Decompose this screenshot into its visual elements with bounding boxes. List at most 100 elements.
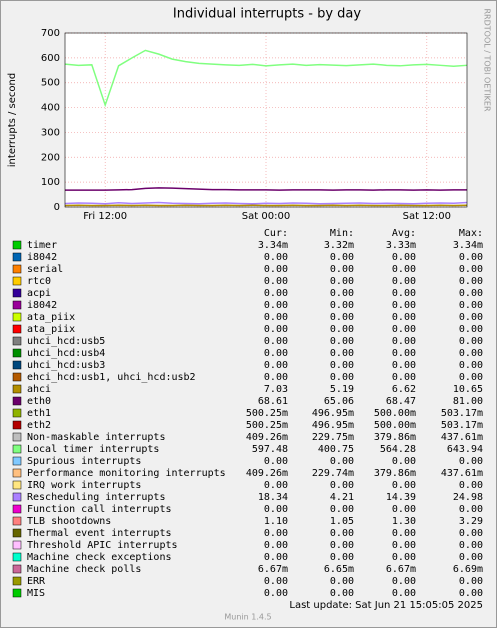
legend-value: 564.28	[380, 444, 416, 455]
legend-value: 6.62	[392, 384, 416, 395]
legend-value: 0.00	[392, 360, 416, 371]
legend-value: 3.32m	[324, 240, 354, 251]
legend-label: serial	[27, 264, 63, 275]
legend-value: 0.00	[330, 480, 354, 491]
legend-value: 0.00	[459, 480, 483, 491]
legend-label: uhci_hcd:usb4	[27, 348, 105, 359]
legend-value: 0.00	[459, 576, 483, 587]
legend-label: Machine check exceptions	[27, 552, 172, 563]
legend-value: 229.74m	[312, 468, 354, 479]
legend-value: 0.00	[392, 588, 416, 599]
legend-value: 0.00	[392, 312, 416, 323]
legend-value: 496.95m	[312, 408, 354, 419]
legend-value: 496.95m	[312, 420, 354, 431]
legend-value: 0.00	[459, 264, 483, 275]
legend-value: 0.00	[392, 552, 416, 563]
legend-value: 0.00	[330, 540, 354, 551]
legend-label: Non-maskable interrupts	[27, 432, 165, 443]
legend-value: 597.48	[252, 444, 288, 455]
legend-value: 0.00	[264, 300, 288, 311]
legend-label: Thermal event interrupts	[27, 528, 172, 539]
legend-value: 3.34m	[453, 240, 483, 251]
y-tick-label: 600	[41, 53, 60, 64]
legend-swatch	[12, 240, 22, 250]
legend-value: 1.30	[392, 516, 416, 527]
legend-label: uhci_hcd:usb3	[27, 360, 105, 371]
legend-swatch	[12, 324, 22, 334]
legend-value: 0.00	[330, 252, 354, 263]
legend-value: 1.05	[330, 516, 354, 527]
legend-value: 0.00	[392, 252, 416, 263]
chart-title: Individual interrupts - by day	[173, 7, 361, 22]
last-update: Last update: Sat Jun 21 15:05:05 2025	[289, 600, 483, 611]
legend-value: 18.34	[258, 492, 288, 503]
legend-value: 65.06	[324, 396, 354, 407]
legend-swatch	[12, 456, 22, 466]
legend-value: 0.00	[459, 300, 483, 311]
footer: Munin 1.4.5	[224, 613, 271, 622]
y-tick-label: 500	[41, 78, 60, 89]
series-line	[64, 49, 468, 108]
legend-value: 0.00	[392, 264, 416, 275]
legend-swatch	[12, 372, 22, 382]
legend-value: 0.00	[264, 540, 288, 551]
legend-value: 379.86m	[374, 432, 416, 443]
legend-value: 0.00	[392, 300, 416, 311]
y-tick-label: 0	[54, 202, 60, 213]
legend-label: timer	[27, 240, 57, 251]
legend-label: MIS	[27, 588, 45, 599]
legend-value: 0.00	[330, 264, 354, 275]
legend-value: 400.75	[318, 444, 354, 455]
legend-value: 0.00	[330, 312, 354, 323]
legend-value: 0.00	[459, 552, 483, 563]
legend-value: 0.00	[392, 504, 416, 515]
legend-label: Machine check polls	[27, 564, 141, 575]
legend-value: 0.00	[330, 528, 354, 539]
legend-value: 0.00	[392, 540, 416, 551]
y-tick-label: 200	[41, 152, 60, 163]
legend-value: 0.00	[392, 276, 416, 287]
legend-value: 379.86m	[374, 468, 416, 479]
legend-swatch	[12, 588, 22, 598]
legend-value: 0.00	[459, 372, 483, 383]
legend-label: eth0	[27, 396, 51, 407]
legend-label: Spurious interrupts	[27, 456, 141, 467]
legend-value: 0.00	[459, 312, 483, 323]
legend-value: 500.00m	[374, 420, 416, 431]
legend-value: 0.00	[330, 276, 354, 287]
legend-value: 0.00	[392, 288, 416, 299]
legend-value: 0.00	[264, 588, 288, 599]
legend-value: 0.00	[264, 252, 288, 263]
legend-label: Performance monitoring interrupts	[27, 468, 226, 479]
legend-label: ata_piix	[27, 324, 75, 335]
column-header: Max:	[459, 228, 483, 239]
legend-label: acpi	[27, 288, 51, 299]
legend-value: 7.03	[264, 384, 288, 395]
legend-label: ata_piix	[27, 312, 75, 323]
legend-value: 68.47	[386, 396, 416, 407]
legend-swatch	[12, 552, 22, 562]
legend-value: 6.65m	[324, 564, 354, 575]
legend-value: 0.00	[459, 288, 483, 299]
legend-label: eth2	[27, 420, 51, 431]
legend-swatch	[12, 432, 22, 442]
legend-value: 0.00	[330, 588, 354, 599]
legend-swatch	[12, 444, 22, 454]
legend-value: 0.00	[264, 324, 288, 335]
legend-value: 0.00	[459, 504, 483, 515]
legend-swatch	[12, 264, 22, 274]
legend-value: 0.00	[264, 276, 288, 287]
y-tick-label: 700	[41, 28, 60, 39]
y-tick-label: 400	[41, 103, 60, 114]
legend-value: 0.00	[330, 360, 354, 371]
legend-value: 0.00	[264, 336, 288, 347]
x-tick-label: Sat 12:00	[403, 211, 451, 222]
legend-value: 437.61m	[441, 468, 483, 479]
legend-value: 0.00	[459, 276, 483, 287]
legend-value: 0.00	[330, 504, 354, 515]
legend-value: 24.98	[453, 492, 483, 503]
legend-value: 14.39	[386, 492, 416, 503]
legend-value: 500.25m	[246, 408, 288, 419]
legend-swatch	[12, 408, 22, 418]
